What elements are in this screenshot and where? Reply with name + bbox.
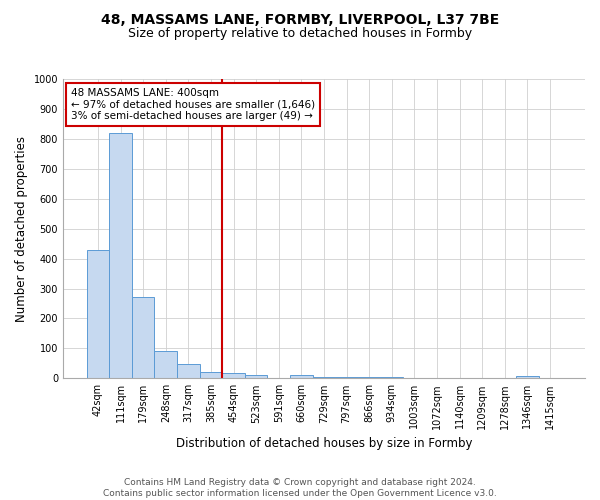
Bar [290,376,313,378]
Bar [86,250,109,378]
Bar [516,376,539,378]
Y-axis label: Number of detached properties: Number of detached properties [15,136,28,322]
Bar [358,377,380,378]
Bar [222,373,245,378]
Bar [177,364,200,378]
Text: Size of property relative to detached houses in Formby: Size of property relative to detached ho… [128,28,472,40]
Text: 48 MASSAMS LANE: 400sqm
← 97% of detached houses are smaller (1,646)
3% of semi-: 48 MASSAMS LANE: 400sqm ← 97% of detache… [71,88,315,121]
Bar [380,377,403,378]
Bar [132,298,154,378]
Bar [245,376,268,378]
Bar [200,372,222,378]
Text: 48, MASSAMS LANE, FORMBY, LIVERPOOL, L37 7BE: 48, MASSAMS LANE, FORMBY, LIVERPOOL, L37… [101,12,499,26]
Bar [313,377,335,378]
Bar [109,133,132,378]
Bar [154,352,177,378]
Bar [335,377,358,378]
X-axis label: Distribution of detached houses by size in Formby: Distribution of detached houses by size … [176,437,472,450]
Text: Contains HM Land Registry data © Crown copyright and database right 2024.
Contai: Contains HM Land Registry data © Crown c… [103,478,497,498]
